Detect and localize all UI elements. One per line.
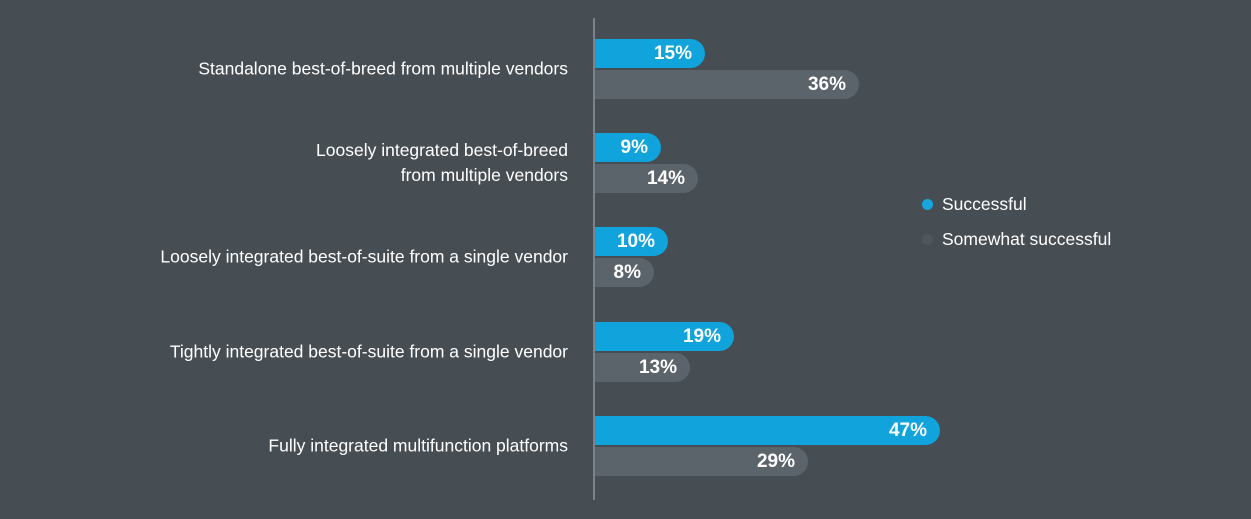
legend-item-successful: Successful (922, 192, 1111, 216)
bar-somewhat-successful: 8% (595, 258, 654, 287)
successful-dot-icon (922, 198, 933, 210)
bar-successful: 10% (595, 227, 668, 256)
baseline-axis (593, 18, 595, 500)
bar-somewhat-successful: 14% (595, 164, 698, 193)
bar-value-label: 29% (756, 451, 795, 472)
bar-value-label: 10% (616, 231, 655, 252)
bar-value-label: 36% (807, 74, 846, 95)
category-label: Tightly integrated best-of-suite from a … (169, 341, 568, 362)
bar-successful: 47% (595, 416, 940, 445)
bar-value-label: 8% (613, 262, 641, 283)
somewhat-successful-dot-icon (922, 233, 933, 245)
category-label: Fully integrated multifunction platforms (268, 435, 568, 456)
category-label: Standalone best-of-breed from multiple v… (198, 58, 568, 79)
bar-successful: 19% (595, 322, 734, 351)
legend-label-successful: Successful (942, 193, 1027, 214)
bar-somewhat-successful: 13% (595, 353, 690, 382)
category-label: Loosely integrated best-of-suite from a … (160, 246, 568, 267)
bar-value-label: 15% (653, 43, 692, 64)
bar-value-label: 13% (638, 357, 677, 378)
bar-value-label: 9% (620, 137, 648, 158)
legend: Successful Somewhat successful (922, 192, 1111, 262)
bar-successful: 9% (595, 133, 661, 162)
legend-label-somewhat-successful: Somewhat successful (942, 228, 1112, 249)
legend-item-somewhat-successful: Somewhat successful (922, 227, 1111, 251)
bar-value-label: 19% (682, 326, 721, 347)
bar-value-label: 47% (888, 420, 927, 441)
category-label: Loosely integrated best-of-breed from mu… (316, 140, 568, 185)
bar-somewhat-successful: 29% (595, 447, 808, 476)
bar-successful: 15% (595, 39, 705, 68)
bar-value-label: 14% (646, 168, 685, 189)
bar-somewhat-successful: 36% (595, 70, 859, 99)
